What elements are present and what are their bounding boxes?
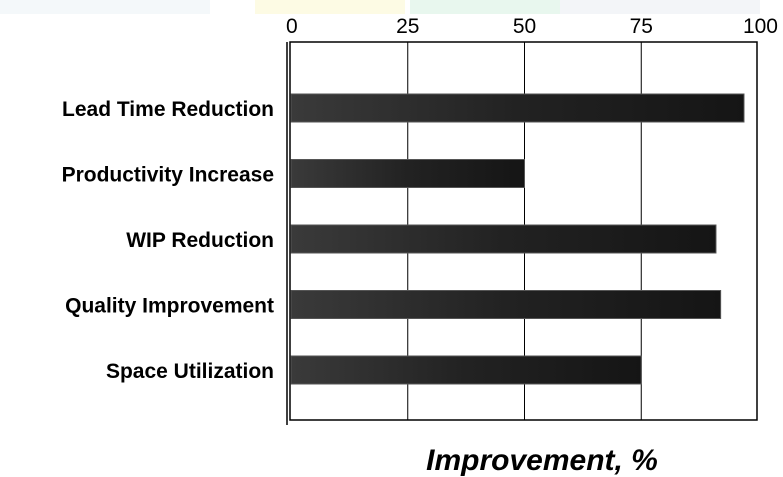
category-labels: Lead Time Reduction Productivity Increase… [62, 98, 274, 383]
category-label: Space Utilization [106, 360, 274, 383]
x-tick-label: 50 [513, 15, 536, 38]
category-label: Lead Time Reduction [62, 98, 274, 121]
bar [290, 290, 722, 319]
category-label: Quality Improvement [65, 295, 274, 318]
category-label: WIP Reduction [126, 229, 274, 252]
x-tick-label: 100 [743, 15, 778, 38]
x-tick-label: 0 [286, 15, 298, 38]
bar [290, 355, 642, 385]
x-axis-title: Improvement, % [426, 444, 658, 477]
category-label: Productivity Increase [62, 164, 274, 187]
bar [290, 159, 525, 188]
bar [290, 93, 745, 123]
bars [290, 93, 745, 385]
x-tick-labels: 0 25 50 75 100 [286, 15, 778, 38]
bar [290, 224, 717, 254]
x-tick-label: 25 [396, 15, 419, 38]
x-tick-label: 75 [630, 15, 653, 38]
top-banner-decoration [0, 0, 760, 14]
